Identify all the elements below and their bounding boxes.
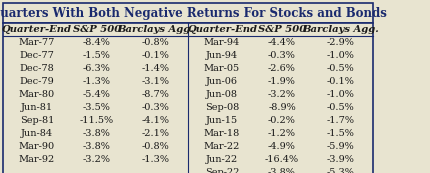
Text: Jun-22: Jun-22 (206, 155, 238, 164)
Text: Jun-08: Jun-08 (206, 90, 238, 99)
Text: Jun-81: Jun-81 (21, 103, 53, 112)
Text: Sep-81: Sep-81 (20, 116, 54, 125)
Text: Mar-22: Mar-22 (204, 142, 240, 151)
Text: -1.5%: -1.5% (326, 129, 354, 138)
Text: Mar-18: Mar-18 (204, 129, 240, 138)
Text: S&P 500: S&P 500 (73, 25, 121, 34)
Text: -1.7%: -1.7% (326, 116, 354, 125)
Text: -3.9%: -3.9% (326, 155, 354, 164)
Text: Mar-05: Mar-05 (204, 64, 240, 73)
Text: -1.2%: -1.2% (268, 129, 296, 138)
Text: Jun-06: Jun-06 (206, 77, 238, 86)
Text: -5.9%: -5.9% (327, 142, 354, 151)
Text: -11.5%: -11.5% (80, 116, 114, 125)
Text: Mar-77: Mar-77 (19, 38, 55, 47)
Text: Dec-78: Dec-78 (20, 64, 54, 73)
Text: Barclays Agg.: Barclays Agg. (117, 25, 194, 34)
Text: Dec-77: Dec-77 (19, 51, 55, 60)
Text: -1.5%: -1.5% (83, 51, 111, 60)
Text: -0.1%: -0.1% (326, 77, 354, 86)
Bar (3, 3, 373, 23)
Text: Mar-94: Mar-94 (204, 38, 240, 47)
Text: -2.9%: -2.9% (326, 38, 354, 47)
Text: Mar-80: Mar-80 (19, 90, 55, 99)
Text: -1.3%: -1.3% (83, 77, 111, 86)
Text: -3.8%: -3.8% (83, 129, 111, 138)
Text: -3.5%: -3.5% (83, 103, 111, 112)
Text: Mar-90: Mar-90 (19, 142, 55, 151)
Text: Quarter-End: Quarter-End (2, 25, 72, 34)
Text: Quarter-End: Quarter-End (187, 25, 257, 34)
Text: -0.5%: -0.5% (327, 64, 354, 73)
Text: -5.4%: -5.4% (83, 90, 111, 99)
Text: -0.5%: -0.5% (327, 103, 354, 112)
Text: -6.3%: -6.3% (83, 64, 111, 73)
Text: Barclays Agg.: Barclays Agg. (302, 25, 379, 34)
Text: -1.3%: -1.3% (141, 155, 169, 164)
Text: -2.1%: -2.1% (141, 129, 169, 138)
Text: Sep-22: Sep-22 (205, 168, 239, 173)
Text: -0.3%: -0.3% (268, 51, 296, 60)
Text: Dec-79: Dec-79 (20, 77, 54, 86)
Text: -1.4%: -1.4% (141, 64, 169, 73)
Text: -8.4%: -8.4% (83, 38, 111, 47)
Text: Sep-08: Sep-08 (205, 103, 239, 112)
Text: Jun-84: Jun-84 (21, 129, 53, 138)
Text: -3.2%: -3.2% (268, 90, 296, 99)
Text: Quarters With Both Negative Returns For Stocks and Bonds: Quarters With Both Negative Returns For … (0, 7, 387, 20)
Text: -0.8%: -0.8% (141, 142, 169, 151)
Bar (3, 23, 373, 173)
Text: S&P 500: S&P 500 (258, 25, 306, 34)
Text: -0.2%: -0.2% (268, 116, 296, 125)
Text: -1.0%: -1.0% (326, 90, 354, 99)
Text: -16.4%: -16.4% (265, 155, 299, 164)
Text: -3.2%: -3.2% (83, 155, 111, 164)
Text: Mar-92: Mar-92 (19, 155, 55, 164)
Text: -4.9%: -4.9% (268, 142, 296, 151)
Text: Jun-15: Jun-15 (206, 116, 238, 125)
Text: -3.8%: -3.8% (268, 168, 296, 173)
Text: -2.6%: -2.6% (268, 64, 296, 73)
Text: -4.4%: -4.4% (268, 38, 296, 47)
Text: -8.9%: -8.9% (268, 103, 296, 112)
Text: -3.1%: -3.1% (141, 77, 169, 86)
Text: -3.8%: -3.8% (83, 142, 111, 151)
Text: Jun-94: Jun-94 (206, 51, 238, 60)
Text: -8.7%: -8.7% (141, 90, 169, 99)
Text: -1.9%: -1.9% (268, 77, 296, 86)
Text: -4.1%: -4.1% (141, 116, 169, 125)
Text: -1.0%: -1.0% (326, 51, 354, 60)
Text: -5.3%: -5.3% (326, 168, 354, 173)
Text: -0.1%: -0.1% (141, 51, 169, 60)
Text: -0.8%: -0.8% (141, 38, 169, 47)
Text: -0.3%: -0.3% (141, 103, 169, 112)
